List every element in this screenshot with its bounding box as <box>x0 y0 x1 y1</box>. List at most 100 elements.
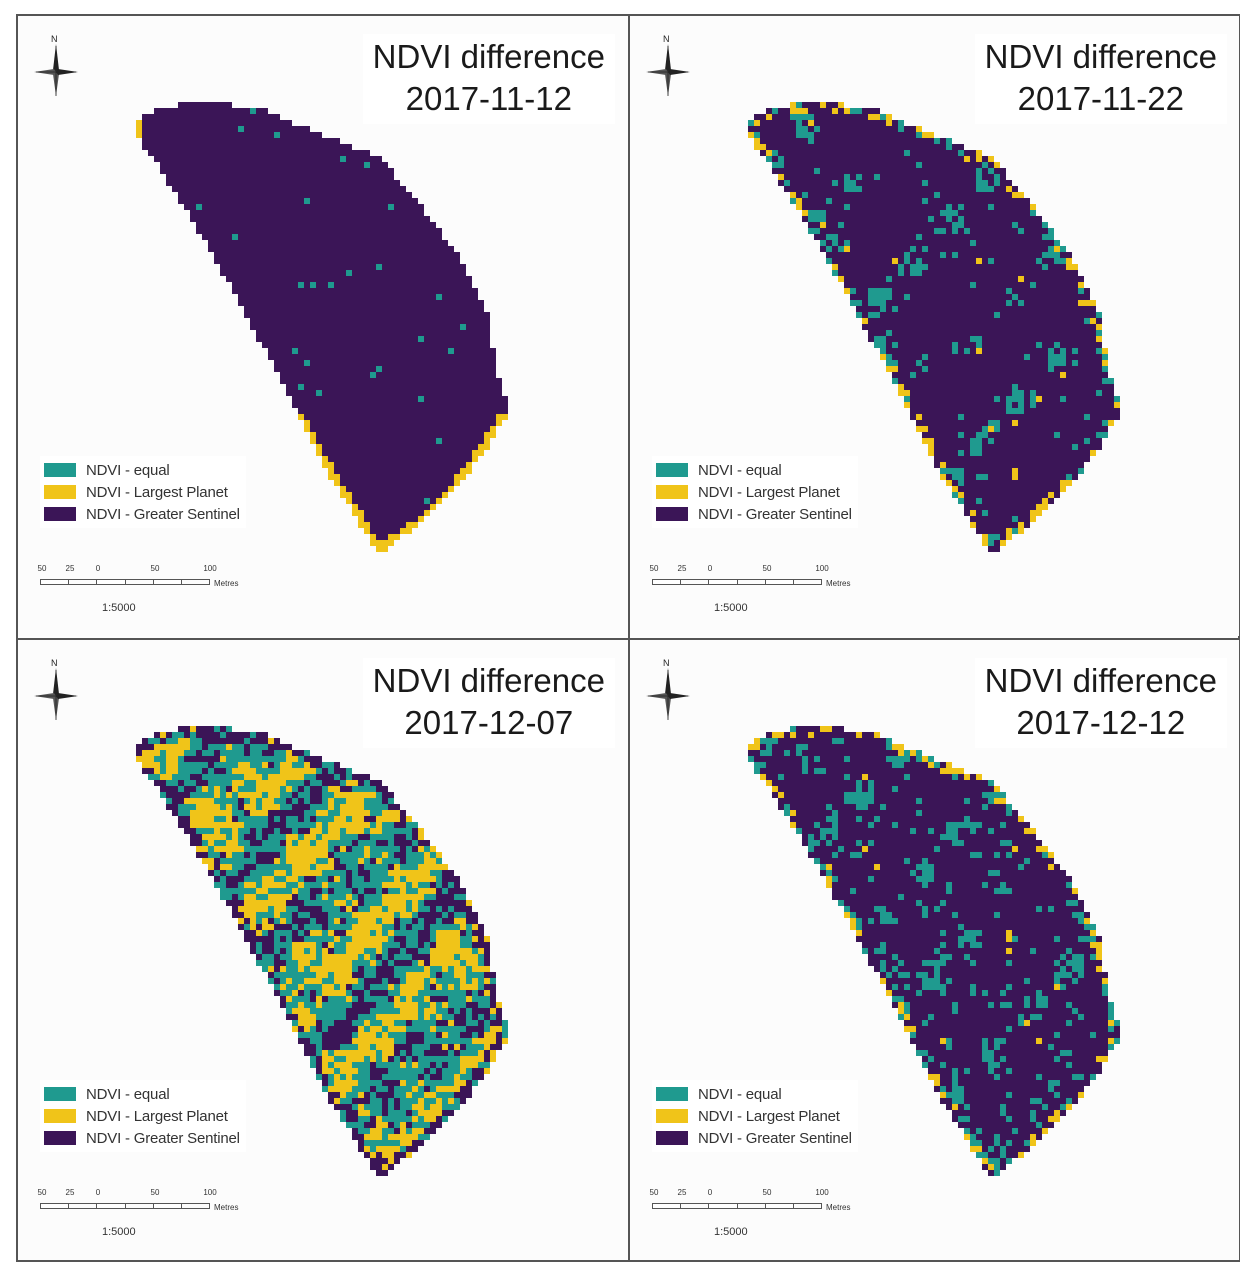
legend: NDVI - equal NDVI - Largest Planet NDVI … <box>40 456 246 528</box>
scale-bar: 50 25 0 50 100 Metres 1:5000 <box>650 564 860 624</box>
scale-unit: Metres <box>826 1203 851 1212</box>
scale-ratio: 1:5000 <box>714 1226 748 1238</box>
legend-item-greater-sentinel: NDVI - Greater Sentinel <box>656 1127 852 1149</box>
legend-label-equal: NDVI - equal <box>698 461 782 479</box>
legend-swatch-equal <box>656 463 688 477</box>
north-arrow-icon: N <box>32 658 80 724</box>
scale-tick: 100 <box>203 564 217 573</box>
scale-tick: 100 <box>203 1188 217 1197</box>
map-panel-1: N NDVI difference 2017-11-12 NDVI - equa… <box>18 16 627 636</box>
scale-unit: Metres <box>826 579 851 588</box>
legend-label-largest-planet: NDVI - Largest Planet <box>86 483 228 501</box>
scale-ratio: 1:5000 <box>714 602 748 614</box>
scale-bar: 50 25 0 50 100 Metres 1:5000 <box>650 1188 860 1248</box>
scale-tick: 100 <box>815 1188 829 1197</box>
scale-bar-segments <box>40 579 210 585</box>
panel-title: NDVI difference 2017-12-07 <box>362 658 615 748</box>
legend-swatch-equal <box>44 463 76 477</box>
legend-label-greater-sentinel: NDVI - Greater Sentinel <box>698 505 852 523</box>
legend-item-greater-sentinel: NDVI - Greater Sentinel <box>44 503 240 525</box>
panel-title: NDVI difference 2017-11-12 <box>362 34 615 124</box>
scale-unit: Metres <box>214 579 239 588</box>
scale-unit: Metres <box>214 1203 239 1212</box>
legend-label-equal: NDVI - equal <box>86 1085 170 1103</box>
legend-swatch-equal <box>656 1087 688 1101</box>
scale-ratio: 1:5000 <box>102 1226 136 1238</box>
legend-label-largest-planet: NDVI - Largest Planet <box>86 1107 228 1125</box>
scale-tick: 0 <box>707 1188 713 1197</box>
legend-label-largest-planet: NDVI - Largest Planet <box>698 1107 840 1125</box>
north-label: N <box>51 34 58 44</box>
panel-title: NDVI difference 2017-12-12 <box>974 658 1227 748</box>
legend-swatch-greater-sentinel <box>44 1131 76 1145</box>
legend-label-greater-sentinel: NDVI - Greater Sentinel <box>698 1129 852 1147</box>
title-line: NDVI difference <box>984 38 1217 75</box>
field-raster <box>136 726 508 1176</box>
north-label: N <box>663 658 670 668</box>
scale-tick: 50 <box>762 1188 772 1197</box>
title-date: 2017-11-22 <box>1017 80 1184 117</box>
scale-tick: 25 <box>65 564 75 573</box>
map-panel-4: N NDVI difference 2017-12-12 NDVI - equa… <box>630 640 1239 1260</box>
north-label: N <box>51 658 58 668</box>
scale-tick: 50 <box>150 564 160 573</box>
scale-tick: 50 <box>37 564 47 573</box>
scale-bar: 50 25 0 50 100 Metres 1:5000 <box>38 564 248 624</box>
legend-swatch-largest-planet <box>44 1109 76 1123</box>
scale-bar: 50 25 0 50 100 Metres 1:5000 <box>38 1188 248 1248</box>
north-arrow-icon: N <box>32 34 80 100</box>
legend-item-largest-planet: NDVI - Largest Planet <box>656 481 852 503</box>
legend-label-equal: NDVI - equal <box>86 461 170 479</box>
north-label: N <box>663 34 670 44</box>
scale-tick: 0 <box>95 1188 101 1197</box>
scale-tick: 50 <box>37 1188 47 1197</box>
scale-tick: 0 <box>95 564 101 573</box>
horizontal-divider <box>18 638 1238 640</box>
scale-bar-segments <box>652 579 822 585</box>
scale-tick: 50 <box>649 1188 659 1197</box>
legend-item-equal: NDVI - equal <box>656 459 852 481</box>
legend-item-largest-planet: NDVI - Largest Planet <box>656 1105 852 1127</box>
title-line: NDVI difference <box>984 662 1217 699</box>
scale-tick: 50 <box>150 1188 160 1197</box>
legend-item-equal: NDVI - equal <box>44 459 240 481</box>
scale-tick: 25 <box>677 1188 687 1197</box>
scale-ticks: 50 25 0 50 100 <box>38 1188 248 1200</box>
legend-swatch-largest-planet <box>656 1109 688 1123</box>
scale-ratio: 1:5000 <box>102 602 136 614</box>
legend-swatch-equal <box>44 1087 76 1101</box>
panel-title: NDVI difference 2017-11-22 <box>974 34 1227 124</box>
legend-label-greater-sentinel: NDVI - Greater Sentinel <box>86 1129 240 1147</box>
scale-tick: 50 <box>649 564 659 573</box>
legend-label-greater-sentinel: NDVI - Greater Sentinel <box>86 505 240 523</box>
scale-ticks: 50 25 0 50 100 <box>38 564 248 576</box>
legend-label-largest-planet: NDVI - Largest Planet <box>698 483 840 501</box>
legend-item-largest-planet: NDVI - Largest Planet <box>44 1105 240 1127</box>
field-raster <box>748 726 1120 1176</box>
legend-item-largest-planet: NDVI - Largest Planet <box>44 481 240 503</box>
title-line: NDVI difference <box>372 38 605 75</box>
title-date: 2017-12-12 <box>1016 704 1186 741</box>
legend-label-equal: NDVI - equal <box>698 1085 782 1103</box>
title-date: 2017-11-12 <box>405 80 572 117</box>
legend-swatch-greater-sentinel <box>44 507 76 521</box>
legend-item-equal: NDVI - equal <box>656 1083 852 1105</box>
scale-ticks: 50 25 0 50 100 <box>650 564 860 576</box>
field-raster <box>748 102 1120 552</box>
legend: NDVI - equal NDVI - Largest Planet NDVI … <box>652 456 858 528</box>
legend: NDVI - equal NDVI - Largest Planet NDVI … <box>652 1080 858 1152</box>
map-panel-2: N NDVI difference 2017-11-22 NDVI - equa… <box>630 16 1239 636</box>
legend-swatch-greater-sentinel <box>656 507 688 521</box>
title-line: NDVI difference <box>372 662 605 699</box>
scale-tick: 100 <box>815 564 829 573</box>
scale-tick: 25 <box>677 564 687 573</box>
scale-ticks: 50 25 0 50 100 <box>650 1188 860 1200</box>
panel-grid: N NDVI difference 2017-11-12 NDVI - equa… <box>16 14 1240 1262</box>
map-panel-3: N NDVI difference 2017-12-07 NDVI - equa… <box>18 640 627 1260</box>
north-arrow-icon: N <box>644 658 692 724</box>
north-arrow-icon: N <box>644 34 692 100</box>
scale-tick: 50 <box>762 564 772 573</box>
legend-swatch-largest-planet <box>656 485 688 499</box>
scale-bar-segments <box>40 1203 210 1209</box>
